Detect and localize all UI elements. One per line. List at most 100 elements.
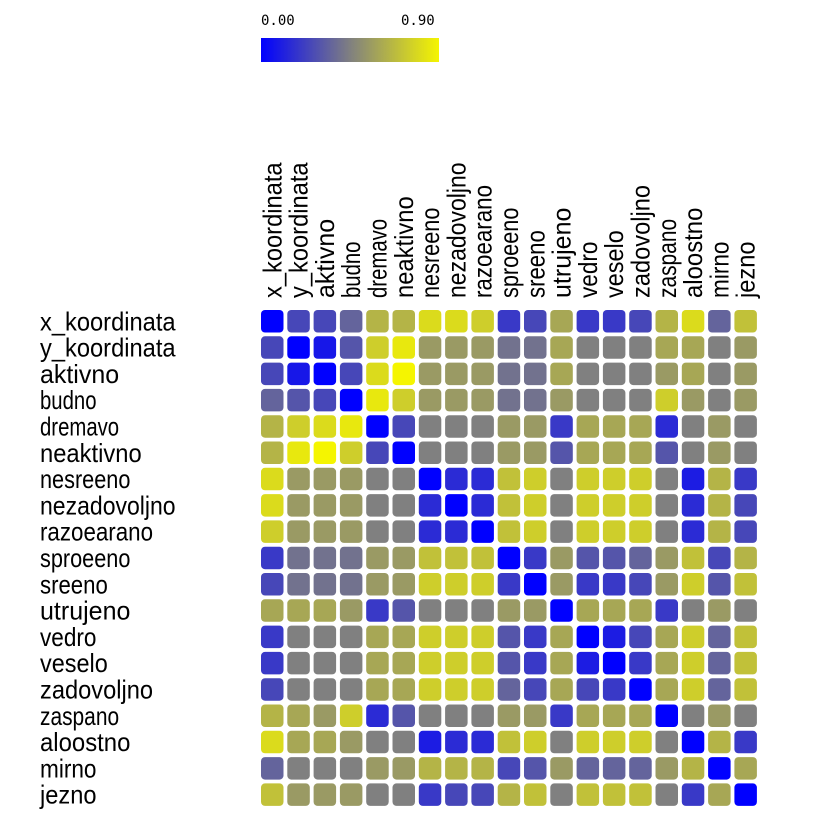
legend-color-bar — [261, 38, 439, 62]
cell-aktivno-nesreeno — [418, 362, 442, 386]
cell-razoearano-zadovoljno — [629, 520, 652, 543]
cell-x-koordinata-neaktivno — [392, 310, 415, 333]
cell-jezno-y-koordinata — [287, 783, 310, 806]
column-label-mirno: mirno — [704, 242, 734, 299]
cell-mirno-neaktivno — [392, 757, 415, 780]
cell-aktivno-sproeeno — [497, 362, 521, 386]
cell-budno-y-koordinata — [287, 388, 310, 412]
cell-nesreeno-y-koordinata — [287, 467, 310, 491]
row-labels: x_koordinatay_koordinataaktivnobudnodrem… — [39, 306, 176, 809]
cell-nezadovoljno-dremavo — [366, 494, 389, 517]
cell-utrujeno-razoearano — [471, 599, 494, 622]
cell-veselo-zadovoljno — [629, 651, 652, 675]
row-label-nezadovoljno: nezadovoljno — [40, 490, 176, 520]
cell-x-koordinata-y-koordinata — [287, 310, 310, 333]
cell-mirno-sproeeno — [497, 757, 521, 780]
cell-vedro-vedro — [576, 625, 600, 649]
cell-x-koordinata-nezadovoljno — [445, 310, 468, 333]
cell-razoearano-sproeeno — [497, 520, 521, 543]
row-label-dremavo: dremavo — [40, 411, 119, 441]
cell-aloostno-nesreeno — [418, 730, 442, 754]
cell-budno-jezno — [734, 388, 757, 412]
cell-utrujeno-jezno — [734, 599, 757, 622]
cell-aktivno-veselo — [602, 362, 626, 386]
cell-sproeeno-mirno — [708, 546, 731, 570]
cell-nesreeno-veselo — [602, 467, 626, 491]
cell-aktivno-razoearano — [471, 362, 494, 386]
column-label-nesreeno: nesreeno — [415, 208, 445, 298]
cell-jezno-mirno — [708, 783, 731, 806]
column-label-nezadovoljno: nezadovoljno — [441, 162, 471, 298]
cell-nezadovoljno-mirno — [708, 494, 731, 517]
cell-neaktivno-utrujeno — [550, 441, 573, 464]
cell-y-koordinata-nesreeno — [418, 336, 442, 359]
cell-neaktivno-neaktivno — [392, 441, 415, 464]
cell-zaspano-aktivno — [313, 704, 337, 727]
cell-sreeno-vedro — [576, 573, 600, 596]
cell-zaspano-budno — [339, 704, 363, 727]
cell-utrujeno-sproeeno — [497, 599, 521, 622]
cell-aloostno-nezadovoljno — [445, 730, 468, 754]
cell-dremavo-budno — [339, 415, 363, 438]
cell-x-koordinata-jezno — [734, 310, 757, 333]
cell-utrujeno-vedro — [576, 599, 600, 622]
cell-nesreeno-mirno — [708, 467, 731, 491]
cell-jezno-zaspano — [655, 783, 678, 806]
cell-sproeeno-zaspano — [655, 546, 678, 570]
cell-sreeno-sreeno — [524, 573, 547, 596]
cell-y-koordinata-x-koordinata — [261, 336, 284, 359]
cell-sproeeno-aktivno — [313, 546, 337, 570]
cell-utrujeno-zadovoljno — [629, 599, 652, 622]
row-label-neaktivno: neaktivno — [40, 438, 142, 468]
cell-mirno-nezadovoljno — [445, 757, 468, 780]
row-label-veselo: veselo — [40, 648, 108, 678]
cell-sproeeno-zadovoljno — [629, 546, 652, 570]
cell-sreeno-nesreeno — [418, 573, 442, 596]
cell-veselo-dremavo — [366, 651, 389, 675]
cell-neaktivno-nezadovoljno — [445, 441, 468, 464]
cell-sreeno-zadovoljno — [629, 573, 652, 596]
cell-dremavo-x-koordinata — [261, 415, 284, 438]
cell-aloostno-utrujeno — [550, 730, 573, 754]
cell-budno-veselo — [602, 388, 626, 412]
cell-veselo-jezno — [734, 651, 757, 675]
row-label-vedro: vedro — [40, 622, 97, 652]
cell-x-koordinata-veselo — [602, 310, 626, 333]
cell-razoearano-y-koordinata — [287, 520, 310, 543]
cell-neaktivno-budno — [339, 441, 363, 464]
cell-jezno-razoearano — [471, 783, 494, 806]
cell-veselo-sreeno — [524, 651, 547, 675]
cell-nesreeno-neaktivno — [392, 467, 415, 491]
cell-zadovoljno-sproeeno — [497, 678, 521, 701]
cell-aloostno-y-koordinata — [287, 730, 310, 754]
cell-vedro-neaktivno — [392, 625, 415, 649]
cell-zaspano-veselo — [602, 704, 626, 727]
cell-aloostno-mirno — [708, 730, 731, 754]
cell-nesreeno-x-koordinata — [261, 467, 284, 491]
cell-veselo-nezadovoljno — [445, 651, 468, 675]
cell-sreeno-y-koordinata — [287, 573, 310, 596]
cell-dremavo-jezno — [734, 415, 757, 438]
cell-budno-utrujeno — [550, 388, 573, 412]
cell-razoearano-razoearano — [471, 520, 494, 543]
cell-x-koordinata-x-koordinata — [261, 310, 284, 333]
cell-veselo-zaspano — [655, 651, 678, 675]
cell-jezno-nesreeno — [418, 783, 442, 806]
cell-nezadovoljno-y-koordinata — [287, 494, 310, 517]
cell-dremavo-aloostno — [681, 415, 705, 438]
cell-sreeno-veselo — [602, 573, 626, 596]
color-legend: 0.00 0.90 — [261, 13, 439, 62]
cell-x-koordinata-mirno — [708, 310, 731, 333]
cell-mirno-zadovoljno — [629, 757, 652, 780]
cell-nesreeno-jezno — [734, 467, 757, 491]
cell-mirno-dremavo — [366, 757, 389, 780]
cell-mirno-aloostno — [681, 757, 705, 780]
cell-dremavo-zadovoljno — [629, 415, 652, 438]
cell-y-koordinata-sproeeno — [497, 336, 521, 359]
cell-neaktivno-veselo — [602, 441, 626, 464]
cell-x-koordinata-aktivno — [313, 310, 337, 333]
cell-sreeno-nezadovoljno — [445, 573, 468, 596]
cell-aktivno-dremavo — [366, 362, 389, 386]
column-label-zadovoljno: zadovoljno — [626, 185, 656, 298]
cell-veselo-mirno — [708, 651, 731, 675]
